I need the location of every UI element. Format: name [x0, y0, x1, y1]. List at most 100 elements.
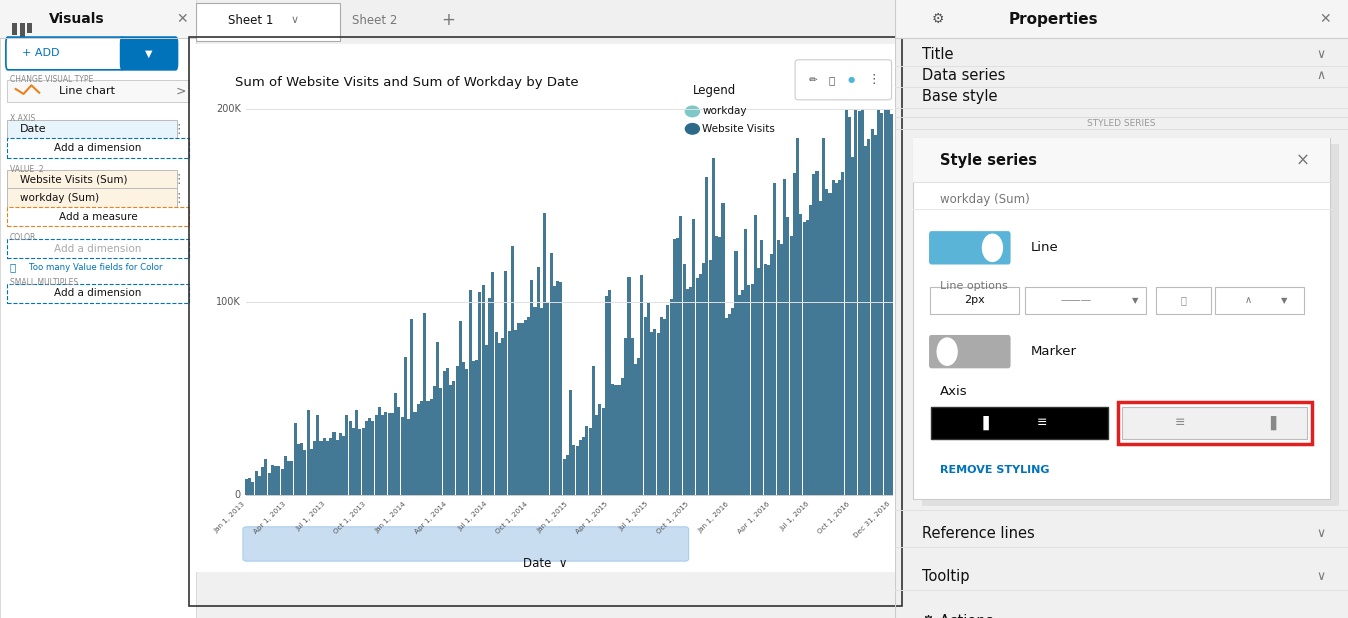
FancyBboxPatch shape — [1024, 287, 1146, 314]
Bar — [446, 368, 449, 495]
Bar — [12, 23, 16, 35]
Text: Apr 1, 2013: Apr 1, 2013 — [252, 501, 287, 535]
Bar — [802, 222, 806, 495]
Bar — [698, 274, 702, 495]
Bar — [883, 109, 887, 495]
Bar — [747, 286, 751, 495]
Bar — [359, 429, 361, 495]
Text: ⚙ Actions: ⚙ Actions — [922, 614, 993, 618]
Text: ▼: ▼ — [1132, 296, 1138, 305]
Bar — [313, 441, 315, 495]
FancyBboxPatch shape — [7, 80, 189, 102]
Bar — [433, 386, 435, 495]
Bar — [518, 323, 520, 495]
FancyBboxPatch shape — [5, 37, 124, 70]
Bar — [514, 330, 518, 495]
Circle shape — [685, 106, 700, 117]
Bar — [605, 295, 608, 495]
FancyBboxPatch shape — [7, 188, 177, 208]
Bar — [851, 157, 855, 495]
Bar — [728, 315, 731, 495]
Text: SMALL MULTIPLES: SMALL MULTIPLES — [9, 278, 78, 287]
Bar — [813, 174, 816, 495]
Text: Add a dimension: Add a dimension — [54, 143, 142, 153]
Bar — [797, 138, 799, 495]
Bar — [887, 109, 890, 495]
FancyBboxPatch shape — [929, 335, 1011, 368]
Bar — [537, 267, 539, 495]
Bar — [679, 216, 682, 495]
Bar — [758, 268, 760, 495]
Bar — [474, 360, 479, 495]
Text: ∨: ∨ — [291, 15, 299, 25]
FancyBboxPatch shape — [7, 120, 177, 139]
Bar — [890, 114, 894, 495]
Bar — [677, 238, 679, 495]
Text: Legend: Legend — [693, 84, 736, 97]
Text: ———: ——— — [1061, 295, 1092, 305]
Bar — [693, 219, 696, 495]
Text: Jul 1, 2016: Jul 1, 2016 — [779, 501, 811, 532]
Bar — [864, 146, 867, 495]
Bar — [751, 284, 754, 495]
Bar — [601, 408, 605, 495]
FancyBboxPatch shape — [7, 138, 189, 158]
Bar — [776, 240, 779, 495]
Bar — [712, 158, 714, 495]
Circle shape — [685, 124, 700, 134]
Bar — [27, 23, 32, 33]
Bar — [562, 459, 566, 495]
Bar — [634, 363, 638, 495]
Bar — [336, 441, 338, 495]
Bar — [631, 337, 634, 495]
Text: ⋮: ⋮ — [173, 192, 185, 205]
Bar — [257, 476, 262, 495]
Text: Line chart: Line chart — [59, 86, 115, 96]
Text: Base style: Base style — [922, 89, 998, 104]
Bar — [673, 239, 675, 495]
FancyBboxPatch shape — [1216, 287, 1304, 314]
Bar — [790, 237, 793, 495]
Bar — [670, 298, 673, 495]
Bar — [472, 361, 474, 495]
Text: Reference lines: Reference lines — [922, 526, 1035, 541]
Text: ▌: ▌ — [1270, 415, 1281, 430]
Bar — [718, 237, 721, 495]
Bar — [252, 482, 255, 495]
Bar — [294, 423, 297, 495]
FancyBboxPatch shape — [7, 239, 189, 258]
Text: Line options: Line options — [941, 281, 1008, 291]
Bar — [0, 0, 197, 38]
Bar — [449, 385, 452, 495]
Bar — [527, 317, 530, 495]
Bar — [488, 298, 491, 495]
Bar — [345, 415, 349, 495]
Text: Jul 1, 2013: Jul 1, 2013 — [295, 501, 328, 532]
Circle shape — [983, 234, 1003, 261]
Text: ✕: ✕ — [1320, 12, 1332, 26]
Bar — [319, 441, 322, 495]
Bar — [371, 421, 375, 495]
Bar — [426, 401, 430, 495]
Text: Dec 31, 2016: Dec 31, 2016 — [853, 501, 891, 539]
Bar — [611, 384, 615, 495]
Bar — [361, 428, 365, 495]
Text: ⋮: ⋮ — [867, 74, 880, 87]
Bar — [621, 378, 624, 495]
Text: STYLED SERIES: STYLED SERIES — [1088, 119, 1155, 128]
Bar — [404, 357, 407, 495]
Bar — [754, 216, 758, 495]
FancyBboxPatch shape — [7, 207, 189, 226]
Text: Tooltip: Tooltip — [922, 569, 969, 584]
Text: Apr 1, 2015: Apr 1, 2015 — [576, 501, 609, 535]
Bar — [661, 317, 663, 495]
Bar — [599, 404, 601, 495]
Text: ⋮: ⋮ — [173, 173, 185, 186]
Text: 200K: 200K — [216, 104, 241, 114]
Text: Line: Line — [1031, 241, 1058, 255]
Bar — [333, 432, 336, 495]
Bar — [491, 273, 495, 495]
Text: ∧: ∧ — [1316, 69, 1325, 82]
Bar — [744, 229, 747, 495]
Bar — [816, 171, 818, 495]
